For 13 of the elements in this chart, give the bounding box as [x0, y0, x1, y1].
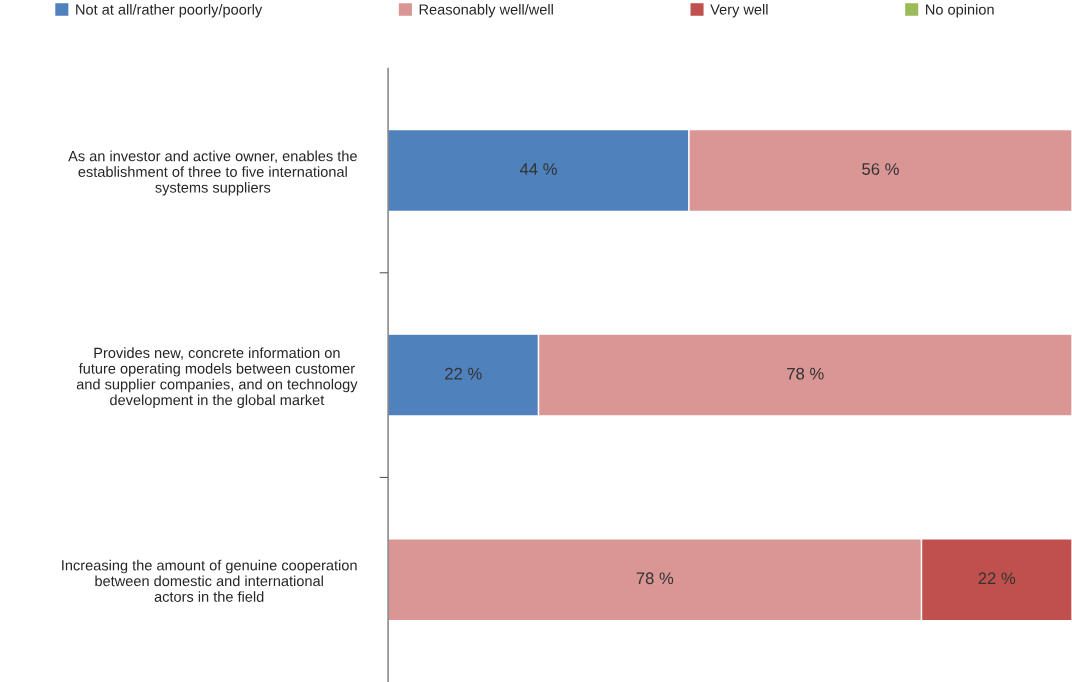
y-tick-label: Provides new, concrete information on future operating models between customer and supplier companies, and on technology development in the global market: [76, 347, 358, 409]
y-tick-label: Increasing the amount of genuine cooperation between domestic and international actors in the field: [62, 559, 357, 602]
data-label: 56 %: [862, 163, 899, 175]
y-tick-label: As an investor and active owner, enables the establishment of three to five international systems suppliers: [68, 150, 357, 196]
data-label: 78 %: [636, 572, 674, 585]
data-label: 78 %: [787, 367, 824, 380]
legend-label: Reasonably well/well: [419, 3, 553, 18]
legend-label: No opinion: [926, 3, 994, 18]
legend-label: Not at all/rather poorly/poorly: [76, 3, 263, 18]
data-label: 22 %: [445, 367, 482, 380]
data-label: 22 %: [978, 572, 1016, 585]
legend-label: Very well: [710, 3, 768, 18]
data-label: 44 %: [519, 163, 557, 175]
